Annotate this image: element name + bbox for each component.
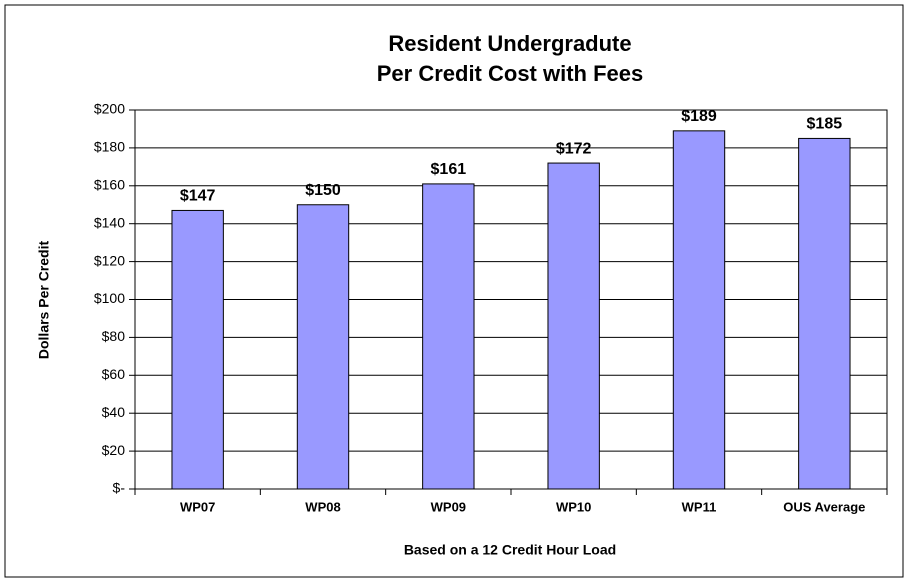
data-label: $172 [556,140,592,157]
y-tick-label: $- [113,480,126,496]
y-tick-label: $80 [102,328,126,344]
y-tick-label: $60 [102,366,126,382]
x-tick-label: WP09 [431,499,466,514]
chart-title: Per Credit Cost with Fees [377,61,644,86]
bar [547,162,600,490]
chart-title: Resident Undergradute [388,31,631,56]
data-label: $185 [807,116,843,133]
bar [296,204,350,490]
y-tick-label: $20 [102,442,126,458]
x-tick-label: WP07 [180,499,215,514]
y-tick-label: $140 [94,214,125,230]
y-axis-label: Dollars Per Credit [36,241,52,360]
bar [422,183,475,490]
y-tick-label: $120 [94,252,125,268]
y-tick-label: $180 [94,139,125,155]
data-label: $147 [180,188,216,205]
y-tick-label: $100 [94,290,125,306]
y-tick-label: $40 [102,404,126,420]
bar [672,130,726,490]
bar [171,209,224,490]
x-tick-label: OUS Average [783,499,865,514]
x-tick-label: WP11 [682,499,717,514]
data-label: $189 [681,108,717,125]
data-label: $161 [431,161,467,178]
x-axis-label: Based on a 12 Credit Hour Load [404,542,616,558]
y-tick-label: $200 [94,101,125,117]
x-tick-label: WP10 [556,499,591,514]
bar [798,137,851,490]
data-label: $150 [305,182,341,199]
y-tick-label: $160 [94,177,125,193]
x-tick-label: WP08 [305,499,340,514]
